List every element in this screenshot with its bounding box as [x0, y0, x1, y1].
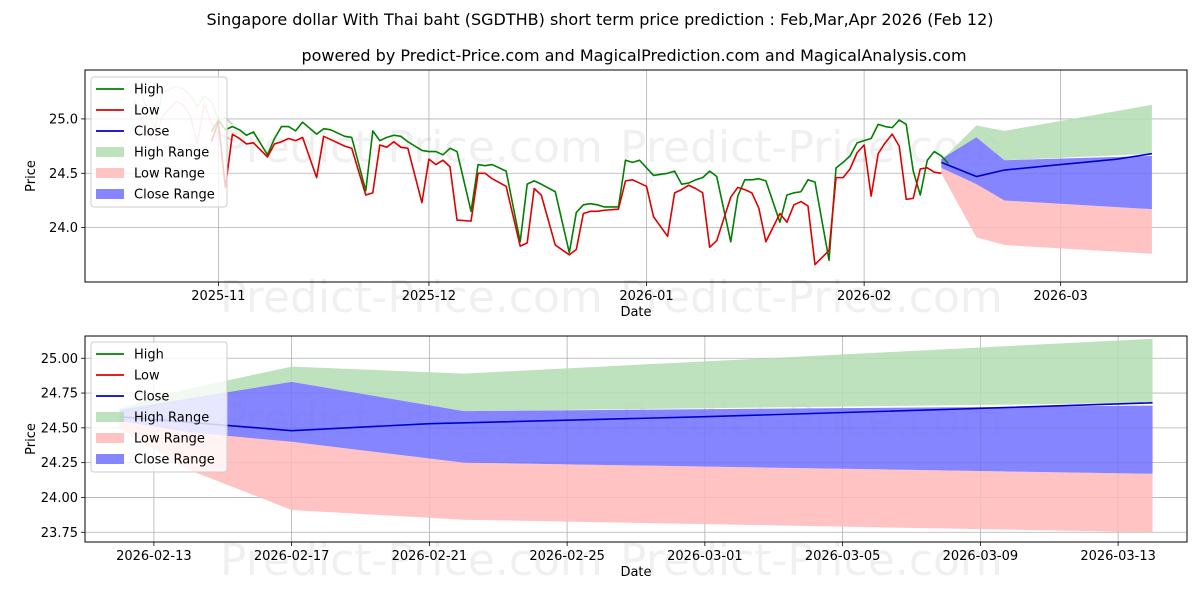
y-tick-label: 24.0: [49, 221, 78, 236]
legend-label-close-range: Close Range: [134, 453, 215, 468]
chart-subtitle: powered by Predict-Price.com and Magical…: [301, 46, 966, 65]
legend-label-low: Low: [134, 104, 160, 119]
x-tick-label: 2026-03-01: [667, 549, 743, 564]
legend-swatch-close-range: [96, 189, 124, 199]
low-line: [210, 121, 942, 266]
y-axis-label: Price: [24, 423, 39, 455]
y-tick-label: 24.50: [41, 421, 78, 436]
x-tick-label: 2026-02-25: [529, 549, 605, 564]
x-tick-label: 2025-12: [402, 289, 456, 304]
watermark-text: Predict-Price.com: [220, 535, 603, 586]
legend-swatch-high-range: [96, 412, 124, 422]
legend-label-high: High: [134, 83, 164, 98]
legend-box: [90, 341, 228, 473]
x-tick-label: 2026-02-17: [254, 549, 330, 564]
legend-label-high-range: High Range: [134, 411, 209, 426]
axes-frame: [84, 69, 1188, 283]
y-tick-label: 25.0: [49, 112, 78, 127]
legend: High Low Close High Range Low Range Close Ran…: [90, 76, 228, 208]
watermark-text: Predict-Price.com: [620, 272, 1003, 323]
watermark-text: Predict-Price.com: [620, 122, 1003, 173]
x-tick-label: 2025-11: [191, 289, 245, 304]
low-range-band: [119, 418, 1153, 533]
y-axis-label: Price: [24, 160, 39, 192]
x-tick-label: 2026-03: [1033, 289, 1087, 304]
x-tick-label: 2026-02: [837, 289, 891, 304]
legend-label-close-range: Close Range: [134, 188, 215, 203]
watermark-text: Predict-Price.com: [620, 535, 1003, 586]
legend-label-close: Close: [134, 125, 169, 140]
legend-label-high: High: [134, 348, 164, 363]
y-tick-label: 25.00: [41, 352, 78, 367]
x-tick-label: 2026-01: [619, 289, 673, 304]
x-axis-label: Date: [620, 565, 651, 580]
close-line: [119, 402, 1153, 432]
chart-title: Singapore dollar With Thai baht (SGDTHB)…: [206, 10, 993, 29]
y-tick-label: 24.5: [49, 167, 78, 182]
high-line: [210, 119, 949, 262]
plot-area: [133, 82, 1153, 266]
top-panel: Predict-Price.com Predict-Price.com Predic…: [24, 69, 1188, 323]
legend-label-low-range: Low Range: [134, 432, 205, 447]
x-tick-label: 2026-03-09: [943, 549, 1019, 564]
y-tick-label: 24.75: [41, 387, 78, 402]
x-axis-label: Date: [620, 305, 651, 320]
close-range-band: [119, 381, 1153, 474]
legend-swatch-high-range: [96, 147, 124, 157]
legend-label-close: Close: [134, 390, 169, 405]
x-tick-label: 2026-02-13: [116, 549, 192, 564]
legend-label-low: Low: [134, 369, 160, 384]
legend-label-high-range: High Range: [134, 146, 209, 161]
legend: High Low Close High Range Low Range Close Ran…: [90, 341, 228, 473]
bottom-panel: Predict-Price.comPredict-Price.comPredic…: [24, 335, 1188, 586]
y-tick-label: 23.75: [41, 526, 78, 541]
y-tick-label: 24.00: [41, 491, 78, 506]
close-line: [941, 152, 1153, 178]
close-range-band: [941, 137, 1152, 210]
x-tick-label: 2026-03-05: [805, 549, 881, 564]
high-range-band: [119, 338, 1153, 414]
legend-swatch-close-range: [96, 454, 124, 464]
legend-label-low-range: Low Range: [134, 167, 205, 182]
high-range-band: [941, 104, 1152, 163]
legend-swatch-low-range: [96, 433, 124, 443]
y-tick-label: 24.25: [41, 456, 78, 471]
x-tick-label: 2026-03-13: [1080, 549, 1156, 564]
plot-area: [119, 338, 1153, 533]
legend-swatch-low-range: [96, 168, 124, 178]
x-tick-label: 2026-02-21: [392, 549, 468, 564]
watermark-text: Predict-Price.com: [220, 272, 603, 323]
low-range-band: [941, 167, 1152, 254]
watermark-text: Predict-Price.com: [220, 122, 603, 173]
axes-frame: [84, 335, 1188, 543]
legend-box: [90, 76, 228, 208]
